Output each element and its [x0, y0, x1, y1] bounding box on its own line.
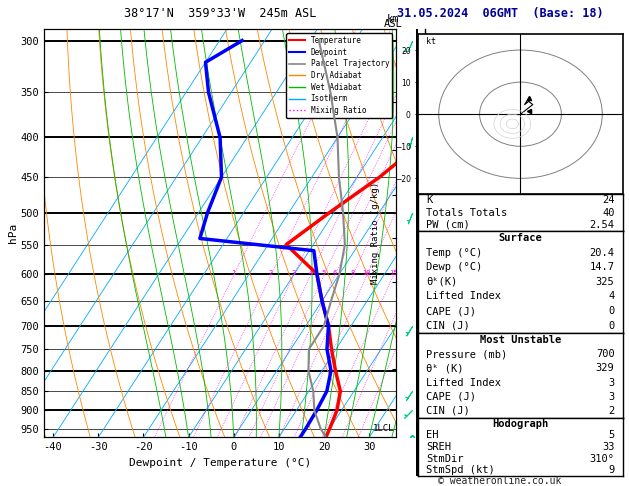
Text: CAPE (J): CAPE (J)	[426, 306, 476, 316]
Text: 5: 5	[608, 431, 615, 440]
Text: 2: 2	[608, 406, 615, 416]
Text: Surface: Surface	[499, 233, 542, 243]
Text: Totals Totals: Totals Totals	[426, 208, 508, 218]
Text: Most Unstable: Most Unstable	[480, 335, 561, 345]
Text: 31.05.2024  06GMT  (Base: 18): 31.05.2024 06GMT (Base: 18)	[397, 7, 603, 20]
Y-axis label: Mixing Ratio (g/kg): Mixing Ratio (g/kg)	[371, 182, 380, 284]
Text: θᵏ(K): θᵏ(K)	[426, 277, 458, 287]
Text: CIN (J): CIN (J)	[426, 321, 470, 330]
Text: Dewp (°C): Dewp (°C)	[426, 262, 482, 272]
Text: PW (cm): PW (cm)	[426, 220, 470, 230]
Text: SREH: SREH	[426, 442, 452, 452]
Text: 10: 10	[362, 270, 371, 276]
Legend: Temperature, Dewpoint, Parcel Trajectory, Dry Adiabat, Wet Adiabat, Isotherm, Mi: Temperature, Dewpoint, Parcel Trajectory…	[286, 33, 392, 118]
Text: 5: 5	[321, 270, 326, 276]
Text: 3: 3	[608, 378, 615, 387]
Text: 1: 1	[231, 270, 236, 276]
Text: 3: 3	[291, 270, 296, 276]
Text: km: km	[387, 14, 399, 24]
Text: Lifted Index: Lifted Index	[426, 378, 501, 387]
Text: StmDir: StmDir	[426, 454, 464, 464]
Text: 6: 6	[333, 270, 337, 276]
Text: 0: 0	[608, 306, 615, 316]
Text: 0: 0	[608, 321, 615, 330]
Text: 310°: 310°	[589, 454, 615, 464]
Text: Temp (°C): Temp (°C)	[426, 248, 482, 258]
X-axis label: Dewpoint / Temperature (°C): Dewpoint / Temperature (°C)	[129, 458, 311, 468]
Text: 2.54: 2.54	[589, 220, 615, 230]
Y-axis label: hPa: hPa	[8, 223, 18, 243]
Text: 3: 3	[608, 392, 615, 402]
Text: EH: EH	[426, 431, 439, 440]
Text: K: K	[426, 195, 433, 206]
Text: θᵏ (K): θᵏ (K)	[426, 364, 464, 373]
Text: CIN (J): CIN (J)	[426, 406, 470, 416]
Text: 20.4: 20.4	[589, 248, 615, 258]
Text: kt: kt	[426, 36, 437, 46]
Text: 14.7: 14.7	[589, 262, 615, 272]
Text: CAPE (J): CAPE (J)	[426, 392, 476, 402]
Text: 38°17'N  359°33'W  245m ASL: 38°17'N 359°33'W 245m ASL	[124, 7, 316, 20]
Text: 329: 329	[596, 364, 615, 373]
Text: 700: 700	[596, 349, 615, 359]
Text: 40: 40	[602, 208, 615, 218]
Text: © weatheronline.co.uk: © weatheronline.co.uk	[438, 476, 562, 486]
Text: Hodograph: Hodograph	[493, 419, 548, 429]
Text: StmSpd (kt): StmSpd (kt)	[426, 466, 495, 475]
Text: 8: 8	[350, 270, 355, 276]
Text: 15: 15	[389, 270, 398, 276]
Text: ASL: ASL	[384, 19, 403, 29]
Text: Pressure (mb): Pressure (mb)	[426, 349, 508, 359]
Text: 4: 4	[608, 292, 615, 301]
Text: 4: 4	[308, 270, 313, 276]
Text: 24: 24	[602, 195, 615, 206]
Text: 2: 2	[269, 270, 273, 276]
Text: 9: 9	[608, 466, 615, 475]
Text: 325: 325	[596, 277, 615, 287]
Text: 1LCL: 1LCL	[372, 424, 394, 433]
Text: Lifted Index: Lifted Index	[426, 292, 501, 301]
Text: 33: 33	[602, 442, 615, 452]
